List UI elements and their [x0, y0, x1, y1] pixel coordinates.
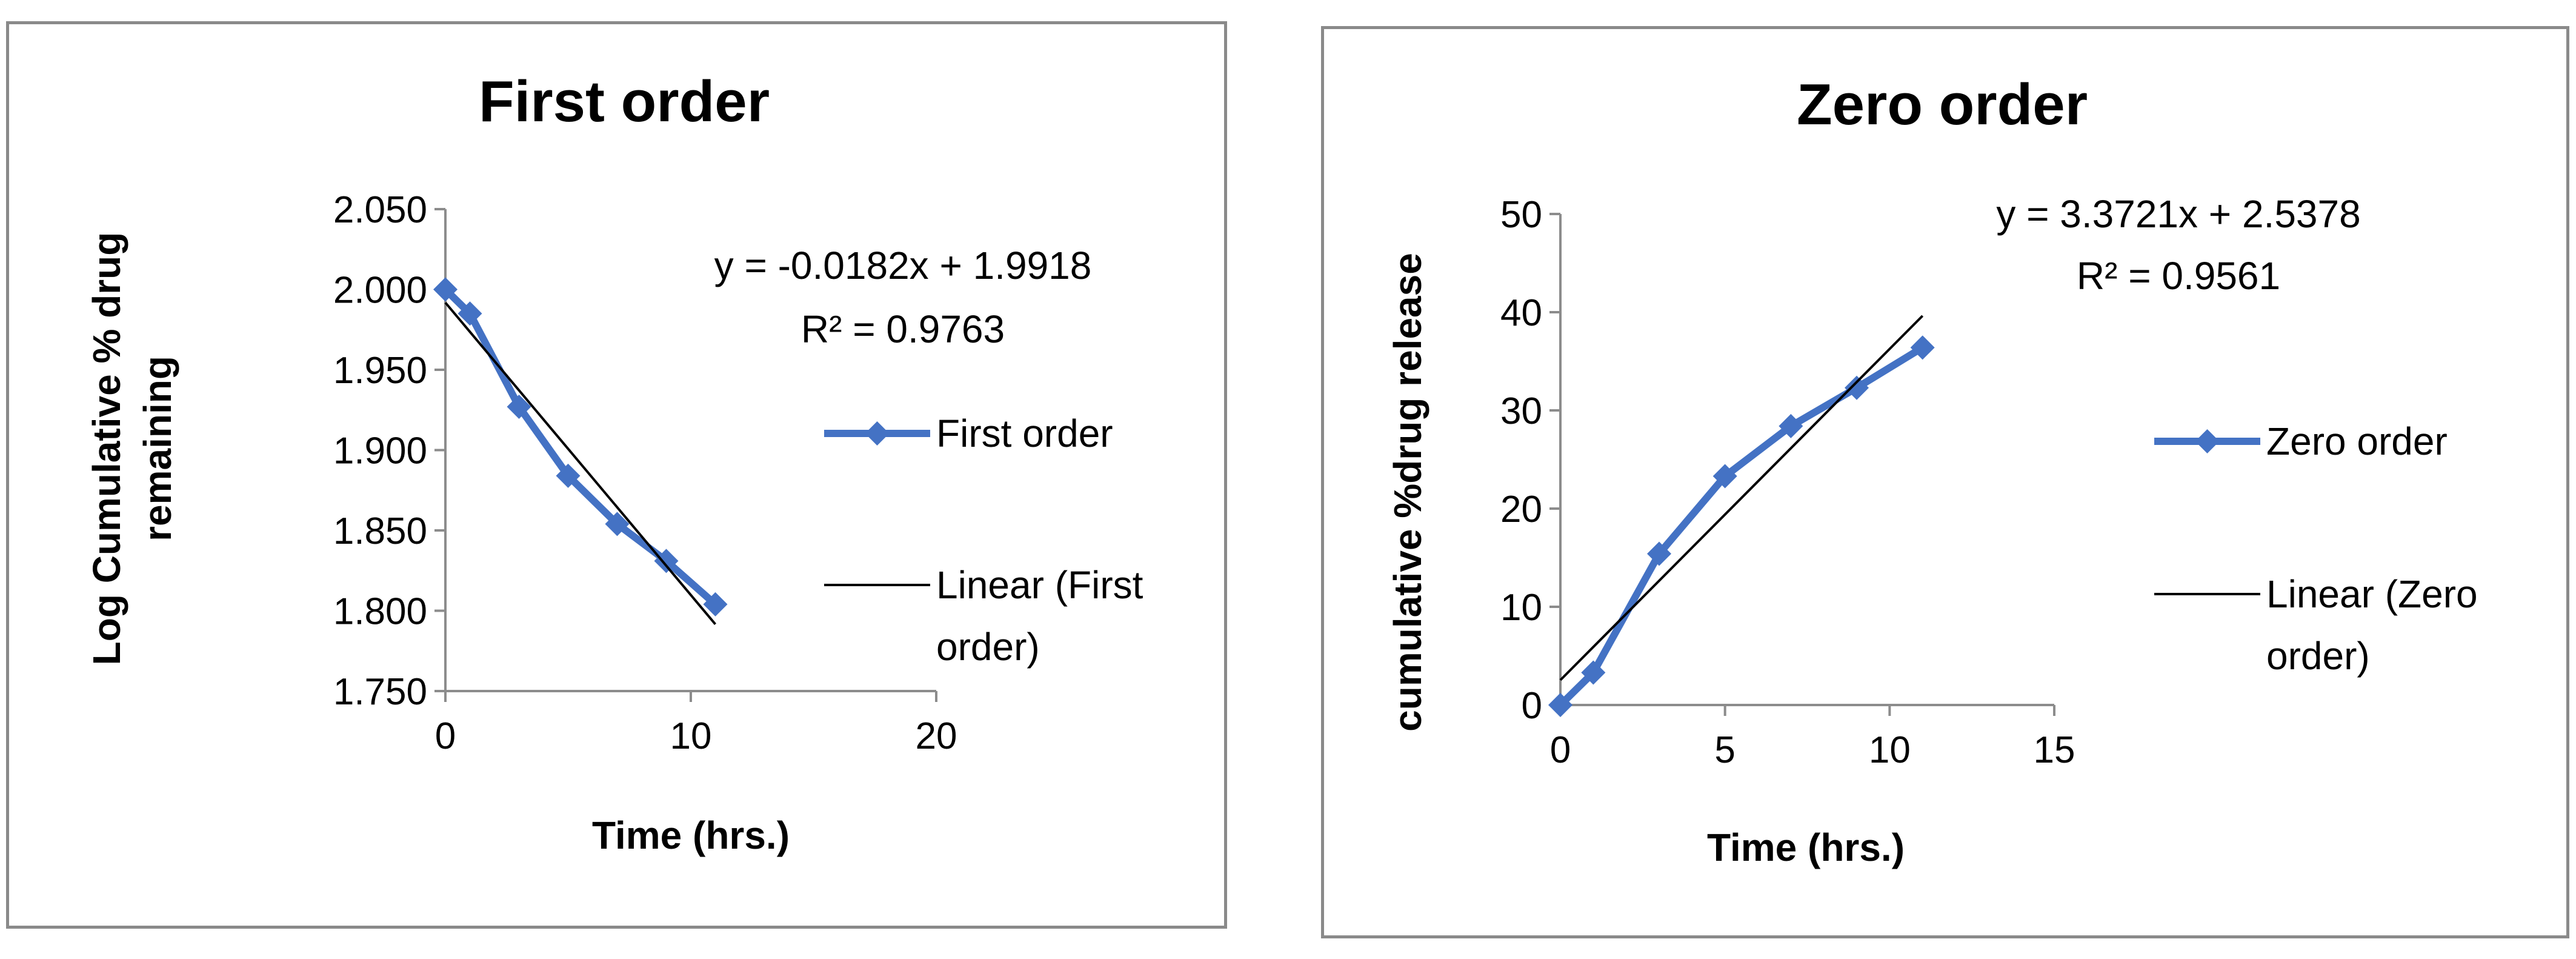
- x-tick-label: 10: [1869, 729, 1911, 771]
- y-tick-label: 1.750: [333, 671, 427, 713]
- chart-panel-first-order: [6, 21, 1227, 929]
- legend-label-trendline-first: order): [936, 625, 1040, 669]
- chart-title-zero: Zero order: [1797, 72, 2088, 137]
- legend-label-series-zero: Zero order: [2266, 419, 2448, 463]
- data-point-marker: [1581, 660, 1606, 685]
- y-tick-label: 1.850: [333, 510, 427, 552]
- trendline-equation-label: R² = 0.9561: [2077, 254, 2280, 298]
- series-line-first: [442, 287, 718, 607]
- chart-title-first: First order: [479, 69, 770, 134]
- legend-label-trendline-zero: order): [2266, 634, 2370, 678]
- y-axis-title-first: Log Cumulative % drug: [85, 232, 128, 666]
- y-tick-label: 1.800: [333, 591, 427, 633]
- data-point-marker: [703, 592, 728, 616]
- x-tick-label: 15: [2034, 729, 2075, 771]
- data-point-marker: [1845, 375, 1869, 400]
- y-tick-label: 0: [1522, 685, 1542, 727]
- x-tick-label: 0: [1550, 729, 1571, 771]
- series-line-zero: [1557, 344, 1925, 708]
- y-tick-label: 20: [1500, 489, 1542, 530]
- x-tick-label: 5: [1714, 729, 1735, 771]
- x-tick-label: 0: [435, 715, 456, 757]
- x-axis-title-zero: Time (hrs.): [1707, 826, 1905, 869]
- legend-swatch-marker: [865, 421, 890, 446]
- x-tick-label: 20: [916, 715, 957, 757]
- trendline-equation-label: y = 3.3721x + 2.5378: [1996, 192, 2360, 236]
- legend-swatch-marker: [2195, 429, 2220, 453]
- x-tick-label: 10: [670, 715, 712, 757]
- y-tick-label: 40: [1500, 292, 1542, 334]
- y-axis-title-first: remaining: [136, 356, 179, 541]
- trendline-first: [444, 301, 717, 626]
- data-point-marker: [433, 277, 458, 302]
- x-axis-title-first: Time (hrs.): [592, 814, 790, 857]
- data-point-marker: [507, 394, 531, 419]
- data-point-marker: [1910, 335, 1935, 360]
- data-point-marker: [1712, 464, 1737, 489]
- y-tick-label: 2.050: [333, 189, 427, 231]
- legend-label-series-first: First order: [936, 412, 1113, 455]
- y-tick-label: 30: [1500, 390, 1542, 432]
- y-tick-label: 2.000: [333, 270, 427, 312]
- chart-panel-zero-order: [1321, 26, 2569, 938]
- data-point-marker: [1548, 693, 1573, 717]
- y-tick-label: 50: [1500, 194, 1542, 236]
- y-axis-title-zero: cumulative %drug release: [1386, 253, 1429, 732]
- data-point-marker: [654, 549, 679, 573]
- data-point-marker: [1647, 541, 1671, 566]
- legend-label-trendline-first: Linear (First: [936, 563, 1143, 607]
- data-point-marker: [556, 463, 581, 488]
- legend-label-trendline-zero: Linear (Zero: [2266, 572, 2478, 616]
- trendline-equation-label: R² = 0.9763: [801, 307, 1005, 351]
- trendline-equation-label: y = -0.0182x + 1.9918: [714, 244, 1092, 287]
- data-point-marker: [458, 301, 482, 326]
- y-tick-label: 10: [1500, 587, 1542, 629]
- data-point-marker: [1779, 413, 1803, 438]
- y-tick-label: 1.900: [333, 430, 427, 472]
- trendline-zero: [1559, 315, 1924, 681]
- y-tick-label: 1.950: [333, 350, 427, 392]
- data-point-marker: [605, 512, 630, 536]
